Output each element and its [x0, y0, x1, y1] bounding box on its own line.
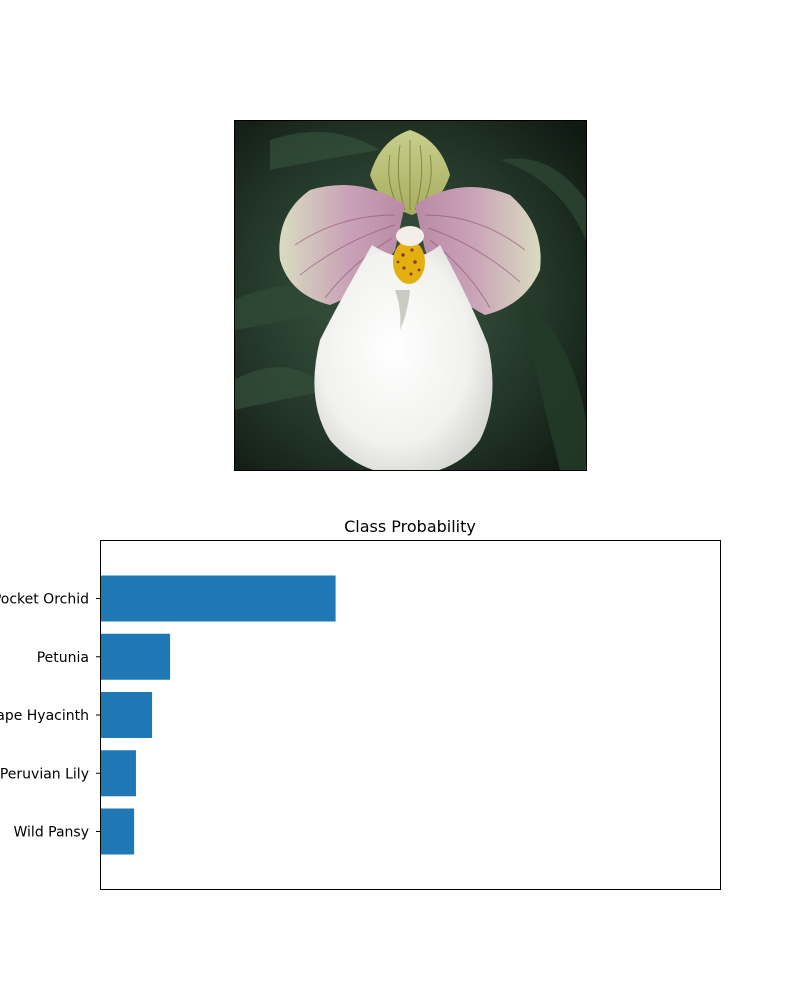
chart-title: Class Probability: [344, 517, 476, 536]
bar-4: [100, 750, 136, 797]
bar-1: [100, 575, 336, 622]
y-tick-label-2: Petunia: [37, 650, 89, 666]
y-tick-label-3: Grape Hyacinth: [0, 708, 89, 724]
bar-2: [100, 633, 171, 680]
y-tick-label-1: Pocket Orchid: [0, 592, 89, 608]
image-frame: [234, 120, 587, 471]
y-tick-labels: Pocket Orchid Petunia Grape Hyacinth Peruvi…: [0, 592, 100, 841]
plot-frame: [100, 540, 721, 890]
bar-5: [100, 808, 135, 855]
bar-3: [100, 692, 153, 738]
flower-image: [234, 120, 586, 470]
bar-group: [100, 575, 336, 855]
y-tick-label-4: Peruvian Lily: [0, 766, 89, 782]
y-tick-label-5: Wild Pansy: [14, 825, 90, 841]
